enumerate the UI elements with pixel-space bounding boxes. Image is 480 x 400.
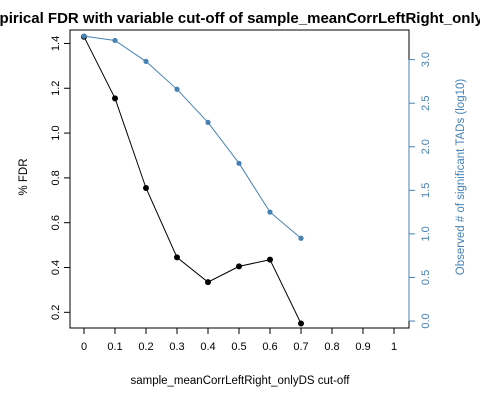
- x-tick-label: 0.3: [169, 341, 184, 353]
- fdr-point: [143, 184, 149, 191]
- y-axis-right: 0.0 0.5 1.0 1.5 2.0 2.5 3.0: [408, 52, 432, 329]
- significant-tads-point: [267, 209, 273, 215]
- x-tick-label: 0.9: [355, 341, 370, 353]
- series-layer: [81, 33, 304, 327]
- y-right-tick-label: 2.0: [420, 139, 432, 154]
- x-tick-label: 0.6: [262, 341, 277, 353]
- y-left-tick-label: 1.4: [50, 36, 62, 51]
- significant-tads-point: [112, 37, 118, 44]
- y-right-tick-label: 0.0: [420, 313, 432, 328]
- x-tick-label: 0.2: [138, 341, 153, 353]
- y-left-tick-label: 0.6: [50, 215, 62, 230]
- x-axis: 0 0.1 0.2 0.3 0.4 0.5 0.6 0.7 0.8 0.9 1: [81, 328, 397, 353]
- x-tick-label: 1: [391, 341, 397, 353]
- fdr-point: [267, 256, 273, 263]
- x-tick-label: 0: [81, 341, 87, 353]
- fdr-point: [205, 279, 211, 286]
- y-left-tick-label: 0.2: [50, 305, 62, 320]
- significant-tads-point: [298, 235, 304, 241]
- y-left-tick-label: 1.0: [50, 125, 62, 140]
- x-tick-label: 0.5: [231, 341, 246, 353]
- fdr-point: [236, 263, 242, 270]
- y-left-tick-label: 0.8: [50, 170, 62, 185]
- y-axis-right-label: Observed # of significant TADs (log10): [455, 79, 467, 276]
- x-tick-label: 0.4: [200, 341, 215, 353]
- x-tick-label: 0.1: [107, 341, 122, 353]
- y-right-tick-label: 2.5: [420, 96, 432, 111]
- fdr-point: [298, 320, 304, 327]
- y-right-tick-label: 1.5: [420, 183, 432, 198]
- y-right-tick-label: 3.0: [420, 52, 432, 67]
- fdr-line: [83, 36, 302, 324]
- significant-tads-point: [81, 33, 87, 39]
- x-tick-label: 0.7: [293, 341, 308, 353]
- fdr-point: [174, 254, 180, 261]
- y-left-tick-label: 1.2: [50, 81, 62, 96]
- fdr-point: [112, 95, 118, 102]
- y-left-tick-label: 0.4: [50, 260, 62, 275]
- significant-tads-point: [143, 58, 149, 64]
- significant-tads-point: [205, 119, 211, 125]
- x-axis-label: sample_meanCorrLeftRight_onlyDS cut-off: [130, 375, 350, 387]
- significant-tads-line: [83, 35, 302, 239]
- y-right-tick-label: 0.5: [420, 270, 432, 285]
- plot-box: [69, 29, 410, 329]
- chart-title: Empirical FDR with variable cut-off of s…: [0, 10, 480, 27]
- significant-tads-point: [174, 86, 180, 92]
- y-axis-left-label: % FDR: [18, 158, 30, 195]
- plot-frame: [69, 29, 410, 329]
- y-axis-left: 0.2 0.4 0.6 0.8 1.0 1.2 1.4: [50, 36, 70, 320]
- x-tick-label: 0.8: [324, 341, 339, 353]
- significant-tads-point: [236, 160, 242, 166]
- y-right-tick-label: 1.0: [420, 226, 432, 241]
